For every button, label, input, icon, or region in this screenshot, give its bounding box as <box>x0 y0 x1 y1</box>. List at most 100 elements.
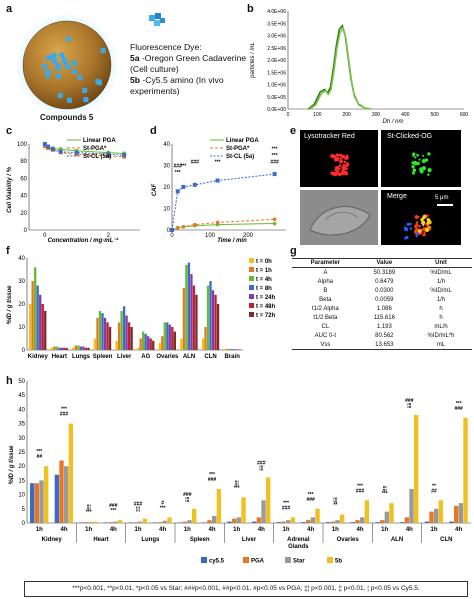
panel-a-letter: a <box>6 3 13 15</box>
panel-h-group-label: CLN <box>440 537 452 543</box>
panel-h-bar <box>429 511 434 523</box>
panel-f-legend-label: t = 24h <box>256 295 276 301</box>
panel-h-significance: *** <box>308 492 314 498</box>
panel-e-letter: e <box>290 125 297 137</box>
panel-f-bar <box>103 317 107 350</box>
micro-merge-label: Merge <box>387 193 407 200</box>
panel-d-legend-label: St-PGA* <box>226 146 250 152</box>
panel-h-significance: *** <box>209 472 215 478</box>
red-puncta <box>343 170 348 176</box>
panel-h-bar <box>59 460 64 523</box>
panel-h-bar <box>458 503 464 523</box>
panel-f-bar <box>206 285 210 350</box>
green-puncta <box>412 152 416 156</box>
panel-f-category-label: CLN <box>204 354 216 360</box>
panel-h-bar <box>414 415 419 523</box>
panel-h-bar <box>138 521 143 523</box>
pk-table-header: Unit <box>410 258 472 268</box>
merge-nucleus <box>416 232 420 236</box>
statistics-footnote: ***p<0.001, **p<0.01, *p<0.05 vs Star; #… <box>24 581 468 597</box>
panel-h-bar <box>44 466 49 523</box>
dye-dot <box>51 52 57 58</box>
panel-c-xlabel: Concentration / mg·mL⁻¹ <box>48 237 119 244</box>
dye-dot <box>71 68 77 74</box>
panel-d-point <box>272 221 277 226</box>
panel-d-point <box>193 222 197 227</box>
panel-h-ylabel: %ID / g tissue <box>9 445 15 485</box>
panel-d-significance: ### <box>191 159 200 165</box>
panel-h-significance: ** <box>432 483 436 489</box>
panel-f-ytick: 10 <box>18 325 25 331</box>
merge-puncta <box>419 232 422 235</box>
panel-b-xtick: 400 <box>401 112 410 118</box>
panel-b-series-line <box>309 26 371 110</box>
panel-h-significance: ### <box>454 406 463 412</box>
red-puncta <box>334 166 339 170</box>
panel-h-group-label: Heart <box>93 537 108 543</box>
panel-f-bar <box>161 336 164 350</box>
panel-d-point <box>175 189 180 194</box>
merge-puncta <box>415 223 419 227</box>
panel-h-bar <box>360 517 365 523</box>
panel-c-point <box>122 153 127 158</box>
green-puncta <box>427 173 430 176</box>
panel-d-point <box>215 178 220 183</box>
panel-c-ytick: 100 <box>17 142 28 148</box>
dye-5b-use: experiments) <box>130 86 180 96</box>
pk-table-cell: 1.193 <box>376 323 392 330</box>
panel-h-timepoint-label: 1h <box>184 527 191 533</box>
panel-h-bar <box>276 522 282 523</box>
panel-h-significance: ### <box>60 412 69 418</box>
dye-dot <box>100 48 106 54</box>
panel-h-timepoint-label: 1h <box>85 527 92 533</box>
panel-h-legend-swatch <box>201 557 207 563</box>
green-puncta <box>421 159 426 163</box>
panel-b-xtick: 500 <box>430 112 439 118</box>
panel-f-bar <box>173 331 176 350</box>
panel-h-bar <box>350 522 356 523</box>
panel-h-bar <box>167 517 172 523</box>
panel-h-bar <box>88 522 94 523</box>
panel-h-group-label: Ovaries <box>337 537 360 543</box>
panel-h-bar <box>281 521 286 523</box>
panel-h-bar <box>286 520 291 523</box>
panel-f-bar <box>79 346 83 350</box>
panel-h-significance: ### <box>183 492 192 498</box>
pk-table-cell: 1/h <box>436 278 446 285</box>
panel-f-legend-label: t = 0h <box>256 259 272 265</box>
panel-h-significance: ¦¦¦ <box>333 497 338 503</box>
panel-h-ytick: 0 <box>22 521 26 527</box>
panel-h-bar <box>54 474 60 523</box>
merge-colocalized-puncta <box>420 218 424 222</box>
panel-h-letter: h <box>6 375 13 387</box>
dye-dot <box>59 52 65 58</box>
panel-h-significance: ### <box>356 488 365 494</box>
panel-h-ytick: 25 <box>18 450 25 456</box>
panel-h-group-label: Lungs <box>141 537 160 543</box>
panel-h-legend-label: PGA <box>251 559 265 565</box>
panel-d-significance: *** <box>215 159 221 165</box>
micro-lysotracker-label: Lysotracker Red <box>304 133 355 140</box>
panel-h-bar <box>84 522 89 523</box>
pk-table-row: CL 1.193 mL/h <box>292 322 472 331</box>
panel-h-timepoint-label: 4h <box>159 527 166 533</box>
panel-f-bar <box>108 327 112 350</box>
panel-f-bar <box>120 310 123 350</box>
panel-d-point <box>215 220 220 225</box>
panel-c-ytick: 20 <box>20 211 27 217</box>
panel-d-point <box>175 226 180 230</box>
dye-5a-name: -Oregon Green Cadaverine <box>139 53 247 63</box>
panel-f-bar <box>39 294 42 350</box>
pk-table-row: B 0.0300 %ID/mL <box>292 286 472 295</box>
panel-h-bar <box>449 521 454 523</box>
panel-f-legend-swatch <box>249 276 254 281</box>
panel-f-bar <box>142 331 145 350</box>
green-puncta <box>421 166 426 171</box>
panel-h-timepoint-label: 4h <box>208 527 215 533</box>
panel-f-bar <box>84 347 88 350</box>
panel-h-bar <box>236 517 242 523</box>
panel-h-group-label: Glands <box>288 544 309 550</box>
dye-dot <box>46 55 52 61</box>
panel-f-bar <box>29 304 32 350</box>
pk-table-cell: 0.6479 <box>375 278 394 285</box>
